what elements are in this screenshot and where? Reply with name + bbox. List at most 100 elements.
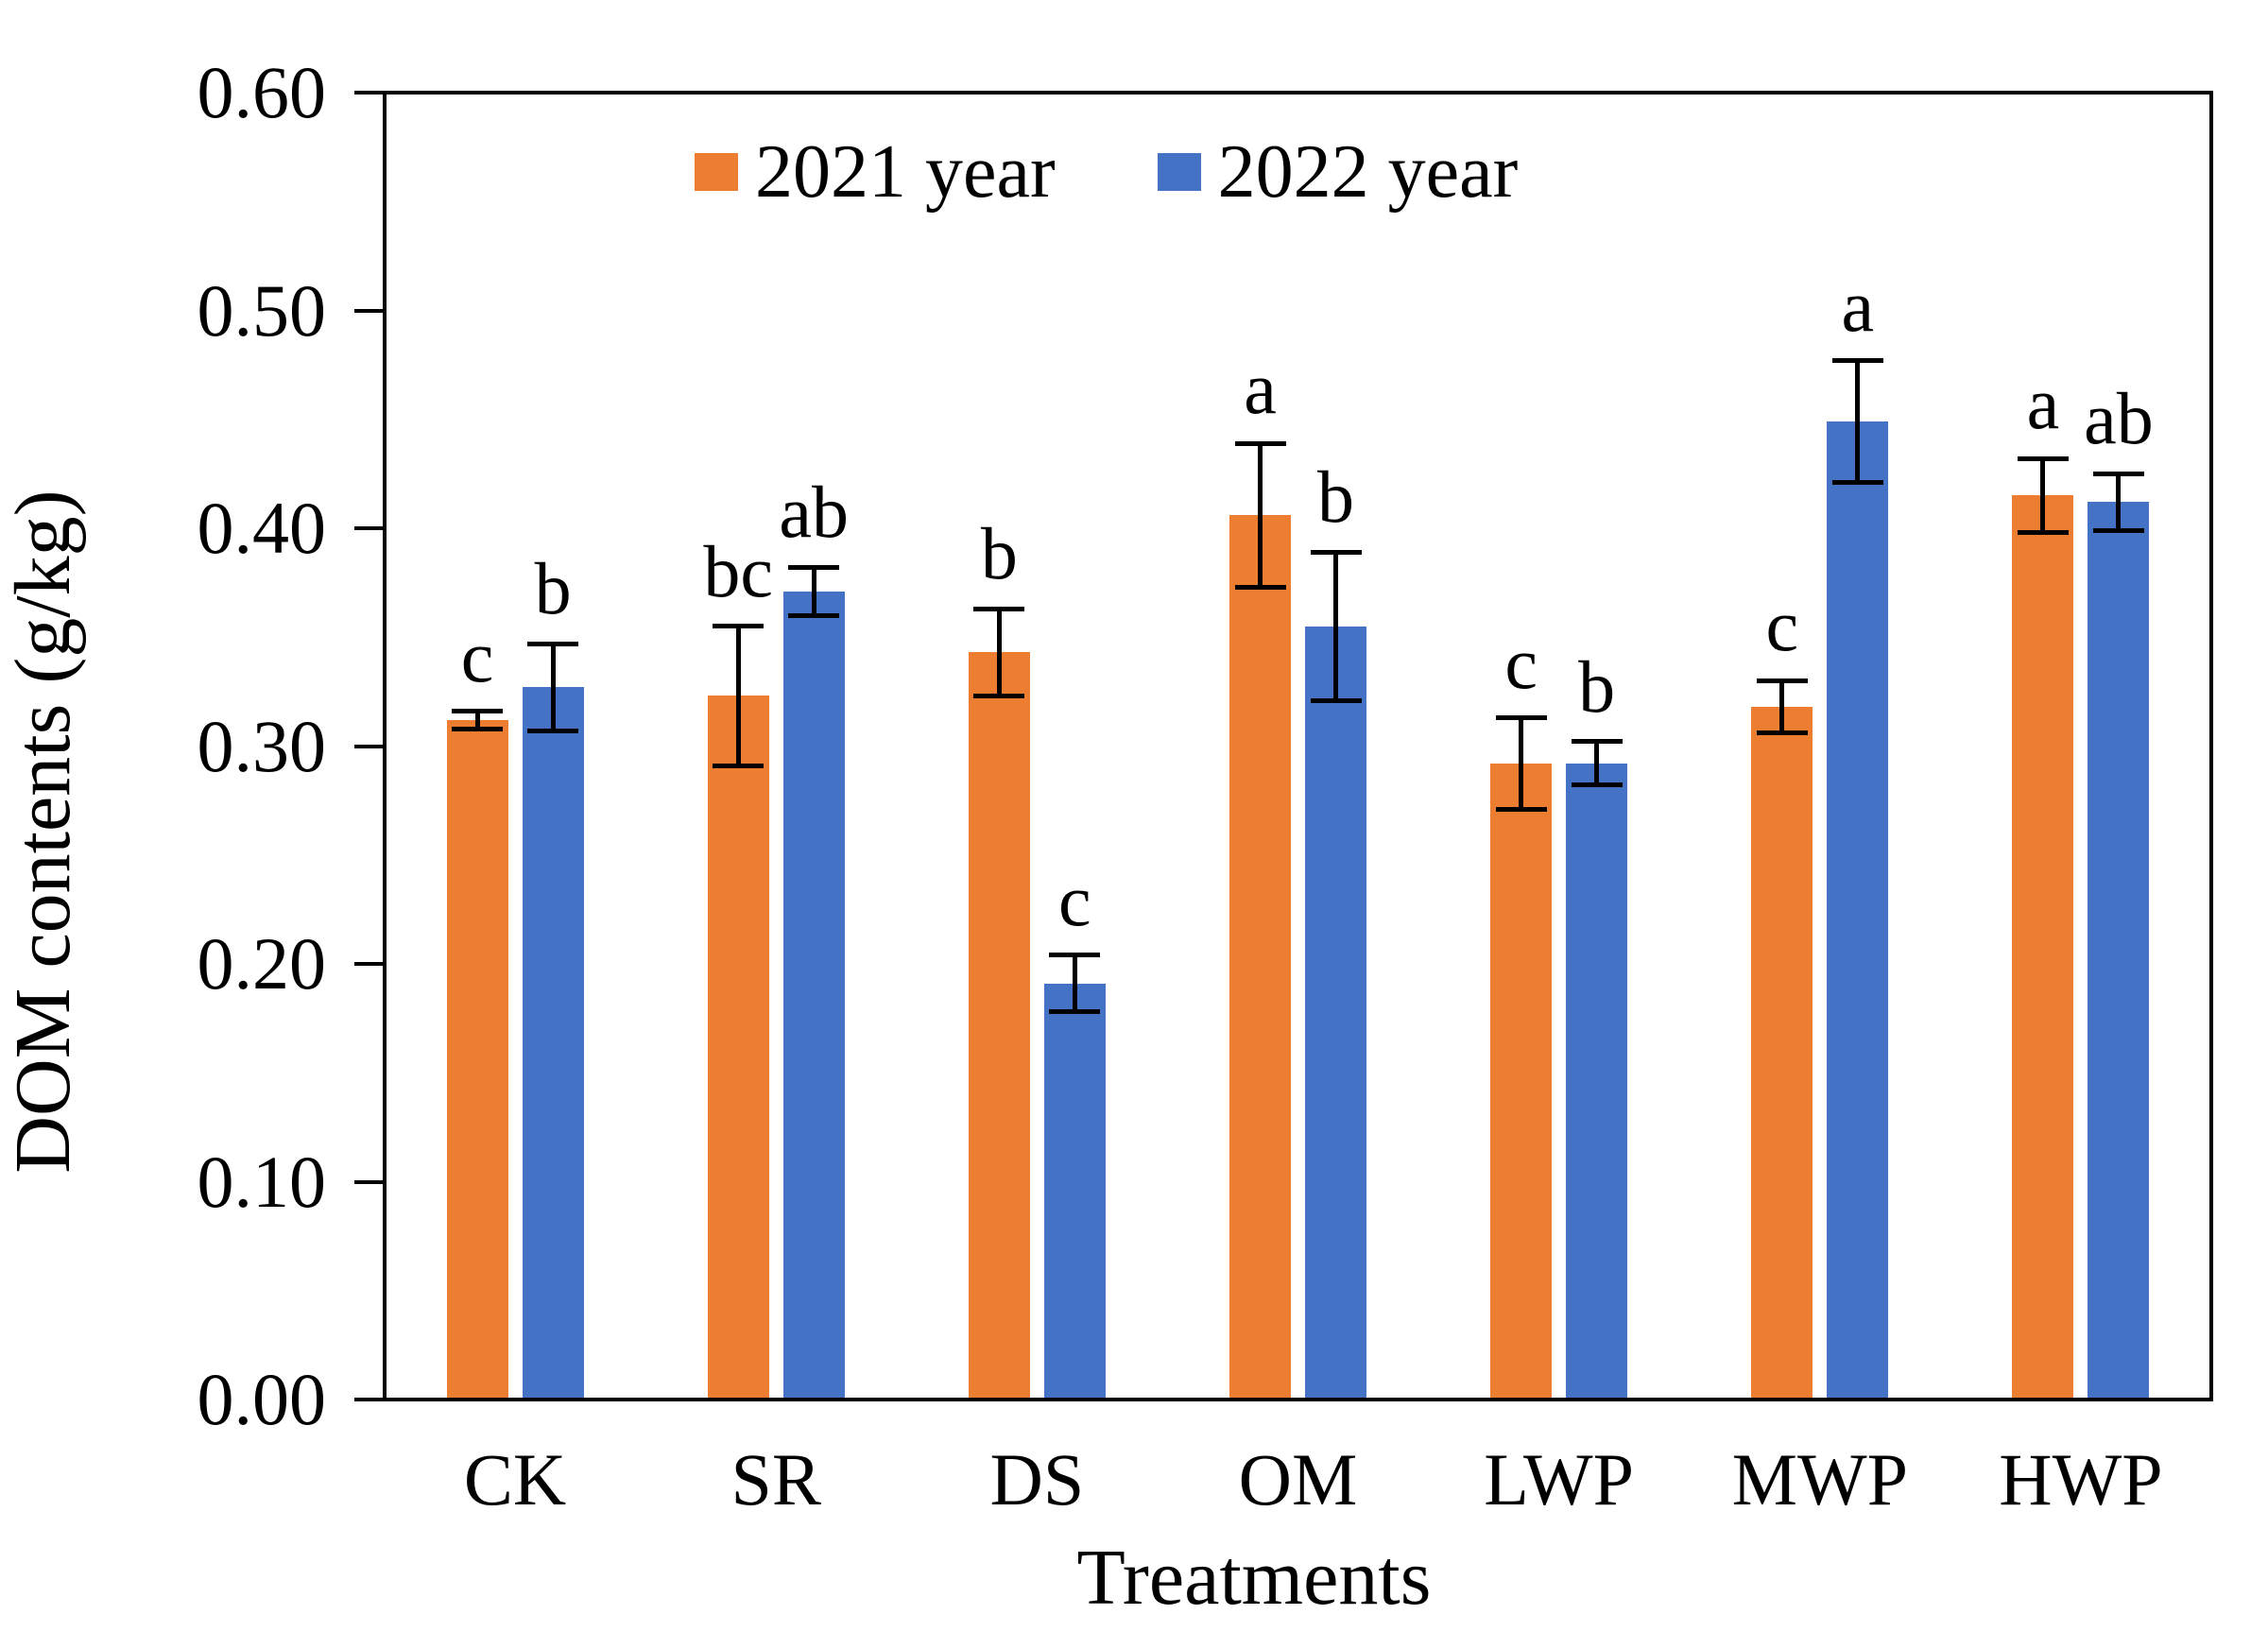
error-bar-2022-CK (550, 644, 556, 731)
error-cap-top-2022-CK (527, 641, 579, 646)
y-tick-label-0.00: 0.00 (197, 1358, 327, 1440)
bar-2022-MWP (1827, 421, 1889, 1398)
bar-2022-LWP (1566, 763, 1628, 1398)
y-tick-0.10 (354, 1179, 383, 1184)
error-cap-top-2021-LWP (1495, 715, 1547, 721)
legend-item-2021: 2021 year (695, 134, 1056, 210)
error-cap-top-2021-HWP (2017, 455, 2069, 461)
error-cap-bottom-2021-MWP (1756, 730, 1808, 736)
error-cap-bottom-2022-DS (1049, 1009, 1101, 1015)
y-tick-0.00 (354, 1398, 383, 1401)
error-bar-2022-HWP (2116, 473, 2122, 531)
error-cap-top-2021-OM (1234, 440, 1286, 446)
error-bar-2022-DS (1072, 954, 1077, 1012)
error-cap-bottom-2021-DS (973, 693, 1025, 698)
y-axis-title: DOM contents (g/kg) (0, 490, 87, 1174)
sig-letter-2021-SR: bc (703, 529, 774, 612)
error-bar-2022-MWP (1855, 360, 1861, 483)
x-category-label-CK: CK (463, 1438, 567, 1520)
bar-2022-DS (1043, 983, 1106, 1398)
error-cap-bottom-2022-MWP (1831, 480, 1883, 486)
x-category-label-MWP: MWP (1731, 1438, 1908, 1520)
error-cap-bottom-2021-CK (452, 726, 504, 731)
sig-letter-2022-DS: c (1058, 858, 1091, 941)
sig-letter-2022-HWP: ab (2084, 377, 2154, 460)
y-tick-0.30 (354, 744, 383, 748)
x-category-label-LWP: LWP (1484, 1438, 1635, 1520)
bar-2021-HWP (2012, 495, 2074, 1398)
bar-2022-OM (1305, 626, 1366, 1398)
bar-2021-MWP (1751, 707, 1813, 1398)
bar-2021-CK (446, 719, 508, 1398)
error-cap-top-2021-SR (713, 624, 765, 629)
sig-letter-2021-OM: a (1244, 347, 1277, 430)
error-bar-2021-DS (996, 609, 1002, 696)
error-bar-2021-SR (735, 626, 741, 766)
legend: 2021 year 2022 year (695, 134, 1518, 210)
error-cap-bottom-2022-CK (527, 728, 579, 733)
sig-letter-2021-DS: b (980, 512, 1018, 595)
bar-2022-HWP (2088, 502, 2150, 1398)
sig-letter-2021-CK: c (460, 614, 494, 697)
plot-area (383, 91, 2213, 1401)
error-cap-bottom-2022-SR (788, 612, 840, 618)
y-tick-label-0.60: 0.60 (197, 51, 327, 133)
bar-2022-CK (522, 687, 584, 1398)
x-category-label-DS: DS (989, 1438, 1085, 1520)
y-tick-label-0.30: 0.30 (197, 704, 327, 787)
error-cap-top-2021-MWP (1756, 678, 1808, 683)
error-bar-2021-OM (1258, 443, 1263, 588)
error-cap-top-2022-HWP (2092, 471, 2144, 476)
x-category-label-OM: OM (1238, 1438, 1358, 1520)
error-bar-2021-MWP (1779, 680, 1785, 733)
bar-2021-DS (968, 652, 1030, 1398)
bar-2021-OM (1229, 515, 1291, 1398)
x-axis-title: Treatments (1076, 1534, 1432, 1622)
error-cap-top-2021-DS (973, 606, 1025, 611)
legend-label-2021: 2021 year (755, 130, 1056, 214)
sig-letter-2021-MWP: c (1765, 584, 1799, 667)
y-tick-label-0.40: 0.40 (197, 487, 327, 569)
error-cap-bottom-2021-SR (713, 763, 765, 768)
y-tick-label-0.50: 0.50 (197, 268, 327, 352)
error-cap-top-2022-DS (1049, 953, 1101, 958)
sig-letter-2021-LWP: c (1504, 621, 1538, 704)
error-bar-2021-HWP (2040, 458, 2046, 533)
sig-letter-2022-SR: ab (779, 471, 850, 554)
bar-2022-SR (782, 591, 845, 1398)
sig-letter-2022-LWP: b (1578, 644, 1616, 728)
y-tick-0.60 (354, 91, 383, 94)
error-cap-bottom-2022-OM (1310, 697, 1362, 703)
y-tick-0.20 (354, 962, 383, 966)
error-bar-2022-SR (811, 567, 816, 616)
sig-letter-2022-CK: b (534, 547, 572, 630)
bar-2021-SR (707, 696, 769, 1398)
error-cap-top-2021-CK (452, 709, 504, 714)
error-cap-bottom-2021-OM (1234, 584, 1286, 590)
error-cap-bottom-2022-HWP (2092, 527, 2144, 533)
y-tick-0.40 (354, 526, 383, 530)
error-cap-top-2022-OM (1310, 549, 1362, 555)
error-cap-top-2022-MWP (1831, 358, 1883, 363)
error-bar-2022-OM (1333, 552, 1338, 701)
y-tick-label-0.10: 0.10 (197, 1140, 327, 1223)
legend-swatch-2022-icon (1157, 153, 1201, 191)
legend-swatch-2021-icon (695, 153, 738, 191)
error-cap-bottom-2022-LWP (1571, 782, 1623, 788)
error-bar-2022-LWP (1594, 741, 1600, 785)
legend-item-2022: 2022 year (1157, 130, 1519, 214)
y-tick-0.50 (354, 308, 383, 313)
bar-2021-LWP (1490, 763, 1553, 1398)
error-cap-top-2022-SR (788, 564, 840, 570)
x-category-label-HWP: HWP (1999, 1438, 2163, 1520)
sig-letter-2022-OM: b (1317, 455, 1354, 539)
error-bar-2021-LWP (1519, 717, 1524, 810)
error-cap-bottom-2021-LWP (1495, 806, 1547, 812)
y-tick-label-0.20: 0.20 (197, 922, 327, 1005)
error-bar-2021-CK (474, 711, 480, 730)
legend-label-2022: 2022 year (1217, 130, 1519, 214)
sig-letter-2021-HWP: a (2026, 362, 2060, 445)
x-category-label-SR: SR (730, 1438, 821, 1520)
error-cap-bottom-2021-HWP (2017, 530, 2069, 536)
